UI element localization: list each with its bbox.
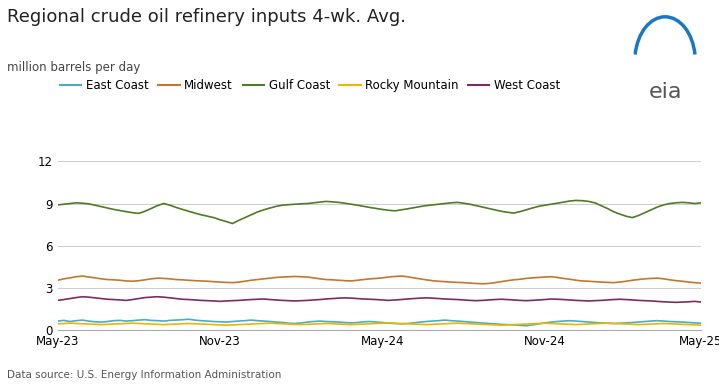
Legend: East Coast, Midwest, Gulf Coast, Rocky Mountain, West Coast: East Coast, Midwest, Gulf Coast, Rocky M… bbox=[60, 79, 561, 92]
Text: eia: eia bbox=[649, 82, 682, 103]
Text: million barrels per day: million barrels per day bbox=[7, 61, 141, 74]
Text: Regional crude oil refinery inputs 4-wk. Avg.: Regional crude oil refinery inputs 4-wk.… bbox=[7, 8, 406, 26]
Text: Data source: U.S. Energy Information Administration: Data source: U.S. Energy Information Adm… bbox=[7, 370, 282, 380]
